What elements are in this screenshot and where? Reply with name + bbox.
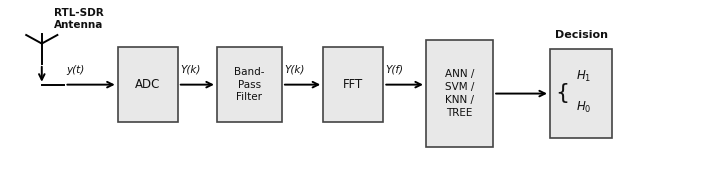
Text: Y(k): Y(k) bbox=[284, 65, 305, 75]
Bar bbox=[118, 47, 178, 122]
Text: y(t): y(t) bbox=[67, 65, 85, 75]
Bar bbox=[550, 49, 612, 138]
Bar bbox=[426, 40, 493, 147]
Bar bbox=[217, 47, 282, 122]
Text: ANN /
SVM /
KNN /
TREE: ANN / SVM / KNN / TREE bbox=[445, 69, 474, 118]
Text: FFT: FFT bbox=[343, 78, 364, 91]
Text: Y(k): Y(k) bbox=[180, 65, 200, 75]
Text: RTL-SDR
Antenna: RTL-SDR Antenna bbox=[54, 8, 104, 30]
Text: Decision: Decision bbox=[555, 30, 608, 40]
Bar bbox=[323, 47, 383, 122]
Text: $\{$: $\{$ bbox=[555, 81, 568, 105]
Text: $H_1$: $H_1$ bbox=[576, 69, 591, 84]
Text: Y(f): Y(f) bbox=[386, 65, 403, 75]
Text: ADC: ADC bbox=[135, 78, 160, 91]
Text: Band-
Pass
Filter: Band- Pass Filter bbox=[234, 67, 265, 102]
Text: $H_0$: $H_0$ bbox=[576, 99, 591, 114]
